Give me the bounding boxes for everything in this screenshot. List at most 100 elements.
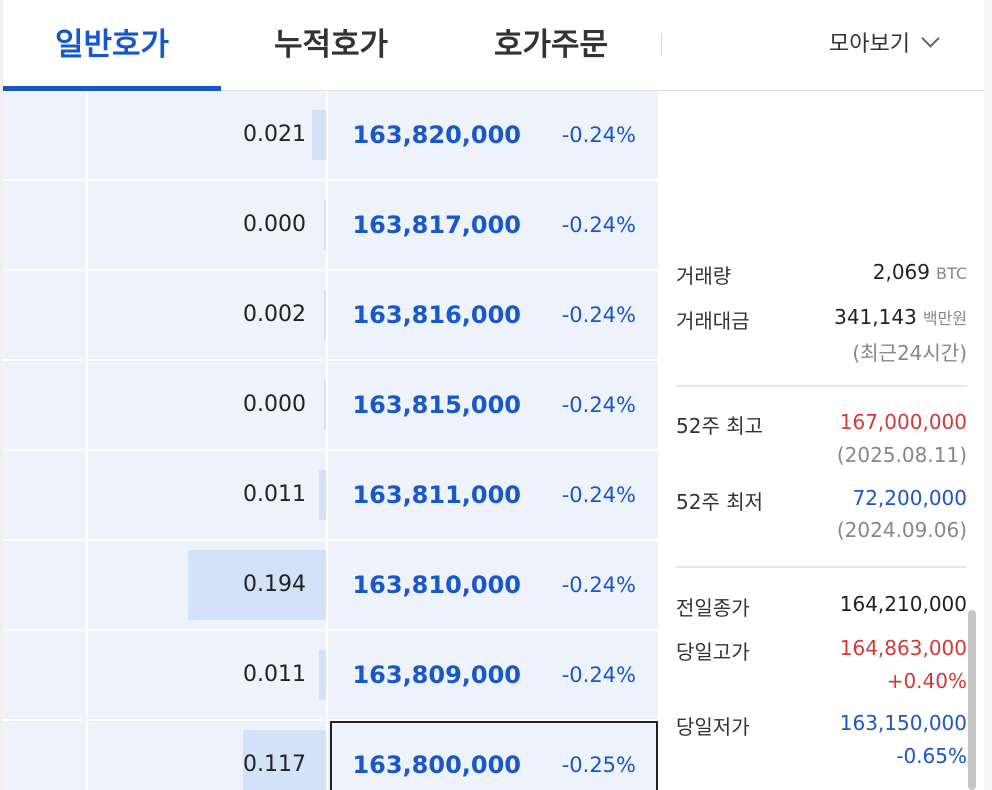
amount-label: 거래대금: [676, 309, 750, 333]
price-cell[interactable]: 163,800,000 -0.25%: [328, 721, 658, 790]
quantity-cell: 0.002: [88, 271, 326, 359]
quantity-bar: [188, 550, 326, 620]
quantity-bar: [324, 380, 326, 430]
amount-number: 341,143: [834, 305, 917, 329]
high52-date: (2025.08.11): [836, 443, 967, 467]
divider: [676, 385, 967, 387]
day-low-value: 163,150,000: [839, 711, 967, 735]
view-all-label: 모아보기: [829, 32, 910, 57]
empty-cell: [3, 721, 86, 790]
price-cell[interactable]: 163,820,000 -0.24%: [328, 91, 658, 179]
chevron-down-icon: [921, 29, 940, 48]
change-rate-text: -0.24%: [561, 123, 636, 147]
tab-bar: 일반호가 누적호가 호가주문 모아보기: [3, 0, 984, 91]
empty-cell: [3, 271, 86, 359]
scrollbar[interactable]: [968, 610, 976, 790]
change-rate-text: -0.24%: [561, 483, 636, 507]
empty-cell: [3, 91, 86, 179]
price-text[interactable]: 163,820,000: [352, 121, 521, 149]
low52-date: (2024.09.06): [836, 518, 967, 542]
change-rate-text: -0.24%: [561, 393, 636, 417]
quantity-cell: 0.011: [88, 631, 326, 719]
quantity-bar: [324, 290, 326, 340]
amount-value: 341,143 백만원: [834, 305, 967, 329]
orderbook-row[interactable]: 0.117 163,800,000 -0.25%: [3, 721, 658, 790]
prev-close-value: 164,210,000: [839, 592, 967, 616]
quantity-text: 0.117: [243, 752, 306, 777]
price-text[interactable]: 163,811,000: [352, 481, 521, 509]
empty-cell: [3, 541, 86, 629]
orderbook-row[interactable]: 0.000 163,817,000 -0.24%: [3, 181, 658, 269]
change-rate-text: -0.24%: [561, 663, 636, 687]
quantity-bar: [312, 110, 326, 160]
price-cell[interactable]: 163,815,000 -0.24%: [328, 361, 658, 449]
empty-cell: [3, 451, 86, 539]
orderbook-row[interactable]: 0.002 163,816,000 -0.24%: [3, 271, 658, 359]
day-low-rate: -0.65%: [896, 744, 967, 768]
orderbook-row[interactable]: 0.011 163,811,000 -0.24%: [3, 451, 658, 539]
quantity-bar: [324, 200, 326, 250]
orderbook-row[interactable]: 0.194 163,810,000 -0.24%: [3, 541, 658, 629]
quantity-cell: 0.021: [88, 91, 326, 179]
price-text[interactable]: 163,815,000: [352, 391, 521, 419]
low52-value: 72,200,000: [852, 486, 967, 510]
day-high-value: 164,863,000: [839, 636, 967, 660]
change-rate-text: -0.24%: [561, 303, 636, 327]
quantity-cell: 0.194: [88, 541, 326, 629]
tab-divider: [661, 34, 662, 56]
market-info-panel: 거래량 2,069 BTC 거래대금 341,143 백만원 (최근24시간) 52…: [659, 91, 984, 790]
change-rate-text: -0.24%: [561, 573, 636, 597]
quantity-cell: 0.011: [88, 451, 326, 539]
quantity-cell: 0.117: [88, 721, 326, 790]
active-tab-indicator: [3, 86, 221, 91]
price-cell[interactable]: 163,810,000 -0.24%: [328, 541, 658, 629]
price-cell[interactable]: 163,817,000 -0.24%: [328, 181, 658, 269]
amount-note: (최근24시간): [852, 341, 967, 365]
price-text[interactable]: 163,816,000: [352, 301, 521, 329]
orderbook-row[interactable]: 0.000 163,815,000 -0.24%: [3, 361, 658, 449]
quantity-text: 0.021: [243, 122, 306, 147]
current-price-highlight: [330, 721, 658, 790]
quantity-bar: [319, 650, 326, 700]
quantity-text: 0.011: [243, 482, 306, 507]
quantity-text: 0.000: [243, 392, 306, 417]
volume-number: 2,069: [872, 260, 931, 284]
empty-cell: [3, 631, 86, 719]
prev-close-label: 전일종가: [676, 596, 750, 620]
tab-general-orderbook[interactable]: 일반호가: [54, 27, 170, 63]
divider: [676, 566, 967, 568]
empty-cell: [3, 361, 86, 449]
right-edge: [984, 0, 992, 790]
price-cell[interactable]: 163,816,000 -0.24%: [328, 271, 658, 359]
left-edge: [0, 0, 3, 790]
high52-label: 52주 최고: [676, 414, 764, 438]
tab-cumulative-orderbook[interactable]: 누적호가: [273, 27, 389, 63]
price-text[interactable]: 163,809,000: [352, 661, 521, 689]
orderbook-row[interactable]: 0.011 163,809,000 -0.24%: [3, 631, 658, 719]
quantity-bar: [319, 470, 326, 520]
day-low-label: 당일저가: [676, 715, 750, 739]
high52-value: 167,000,000: [839, 410, 967, 434]
day-high-rate: +0.40%: [886, 669, 967, 693]
quantity-cell: 0.000: [88, 361, 326, 449]
low52-label: 52주 최저: [676, 490, 764, 514]
volume-value: 2,069 BTC: [873, 260, 967, 284]
quantity-text: 0.194: [243, 572, 306, 597]
price-text[interactable]: 163,810,000: [352, 571, 521, 599]
quantity-bar: [243, 730, 326, 790]
empty-cell: [3, 181, 86, 269]
change-rate-text: -0.25%: [561, 753, 636, 777]
price-text[interactable]: 163,817,000: [352, 211, 521, 239]
amount-unit: 백만원: [922, 309, 967, 328]
view-all-dropdown[interactable]: 모아보기: [829, 0, 940, 90]
price-cell[interactable]: 163,809,000 -0.24%: [328, 631, 658, 719]
quantity-cell: 0.000: [88, 181, 326, 269]
tab-orderbook-order[interactable]: 호가주문: [493, 27, 609, 63]
volume-unit: BTC: [936, 264, 967, 283]
day-high-label: 당일고가: [676, 640, 750, 664]
price-text[interactable]: 163,800,000: [352, 751, 521, 779]
orderbook-row[interactable]: 0.021 163,820,000 -0.24%: [3, 91, 658, 179]
change-rate-text: -0.24%: [561, 213, 636, 237]
price-cell[interactable]: 163,811,000 -0.24%: [328, 451, 658, 539]
